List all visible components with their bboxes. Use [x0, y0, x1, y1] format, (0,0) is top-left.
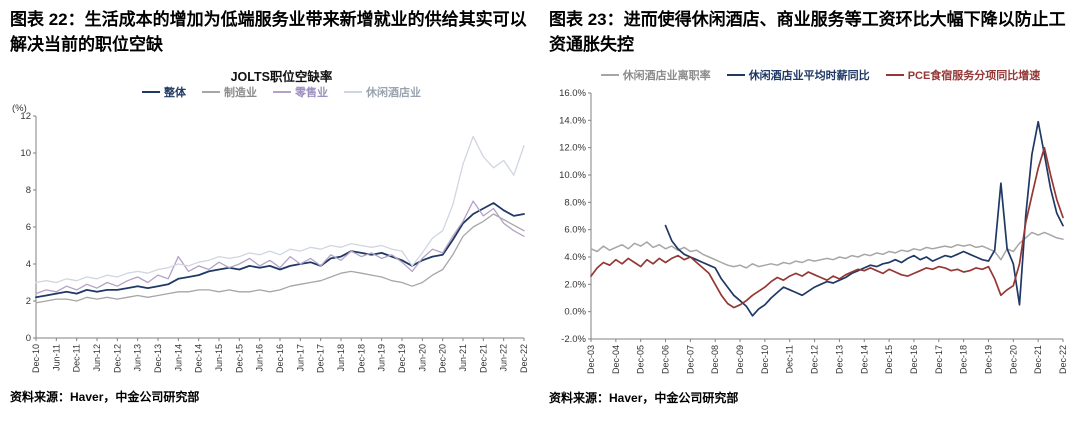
svg-text:Jun-18: Jun-18: [336, 344, 346, 372]
svg-text:Jun-19: Jun-19: [377, 344, 387, 372]
svg-text:Dec-14: Dec-14: [194, 344, 204, 373]
legend-line-swatch: [273, 90, 291, 93]
svg-text:-2.0%: -2.0%: [561, 334, 586, 345]
figure-23: 图表 23：进而使得休闲酒店、商业服务等工资环比大幅下降以防止工资通胀失控 休闲…: [549, 8, 1070, 406]
legend-line-swatch: [344, 90, 362, 93]
svg-text:Dec-07: Dec-07: [685, 345, 695, 374]
wage-chart-legend: 休闲酒店业离职率 休闲酒店业平均时薪同比 PCE食宿服务分项同比增速: [549, 66, 1070, 83]
svg-text:Jun-20: Jun-20: [417, 344, 427, 372]
report-figures-row: 图表 22：生活成本的增加为低端服务业带来新增就业的供给其实可以解决当前的职位空…: [10, 8, 1070, 406]
svg-text:Dec-05: Dec-05: [636, 345, 646, 374]
legend-item: 休闲酒店业离职率: [600, 67, 711, 83]
svg-text:Jun-12: Jun-12: [92, 344, 102, 372]
svg-text:Jun-21: Jun-21: [458, 344, 468, 372]
svg-text:Jun-14: Jun-14: [173, 344, 183, 372]
svg-text:16.0%: 16.0%: [559, 88, 586, 99]
legend-label: 零售业: [295, 86, 328, 99]
legend-line-swatch: [202, 90, 220, 93]
svg-text:Dec-18: Dec-18: [959, 345, 969, 374]
svg-text:Jun-22: Jun-22: [499, 344, 509, 372]
svg-text:2.0%: 2.0%: [564, 279, 586, 290]
svg-text:Dec-10: Dec-10: [31, 344, 41, 373]
legend-line-swatch: [600, 73, 619, 76]
svg-text:Dec-04: Dec-04: [611, 345, 621, 374]
svg-text:Dec-15: Dec-15: [884, 345, 894, 374]
legend-item: PCE食宿服务分项同比增速: [885, 67, 1041, 83]
jolts-line-chart: 0 2 4 6 8 10 12 Dec-10 Jun-11 Dec-11 Jun-12 Dec-12 J…: [12, 103, 529, 373]
legend-item: 整体: [142, 84, 186, 100]
svg-text:Dec-18: Dec-18: [356, 344, 366, 373]
svg-text:4.0%: 4.0%: [564, 252, 586, 263]
svg-text:6: 6: [26, 222, 31, 233]
jolts-chart-legend: 整体 制造业 零售业 休闲酒店业: [10, 83, 531, 100]
svg-text:10.0%: 10.0%: [559, 170, 586, 181]
svg-text:Dec-03: Dec-03: [586, 345, 596, 374]
svg-text:Dec-11: Dec-11: [785, 345, 795, 373]
svg-text:Dec-19: Dec-19: [397, 344, 407, 373]
svg-text:Jun-15: Jun-15: [214, 344, 224, 372]
svg-text:Dec-08: Dec-08: [710, 345, 720, 374]
svg-text:Dec-09: Dec-09: [735, 345, 745, 374]
svg-text:4: 4: [26, 259, 31, 270]
figure-22: 图表 22：生活成本的增加为低端服务业带来新增就业的供给其实可以解决当前的职位空…: [10, 8, 531, 406]
legend-line-swatch: [726, 73, 745, 76]
svg-text:Dec-21: Dec-21: [478, 344, 488, 373]
svg-text:Dec-10: Dec-10: [760, 345, 770, 374]
svg-text:8.0%: 8.0%: [564, 197, 586, 208]
svg-text:0.0%: 0.0%: [564, 307, 586, 318]
svg-text:10: 10: [20, 148, 31, 159]
svg-text:Dec-21: Dec-21: [1033, 345, 1043, 374]
svg-text:Dec-22: Dec-22: [519, 344, 529, 373]
svg-text:12: 12: [20, 111, 31, 122]
svg-text:Jun-13: Jun-13: [133, 344, 143, 372]
jolts-chart-title: JOLTS职位空缺率: [230, 70, 333, 84]
svg-text:Dec-12: Dec-12: [112, 344, 122, 373]
legend-label: 制造业: [224, 86, 257, 99]
legend-label: 休闲酒店业: [366, 86, 421, 99]
svg-text:Jun-11: Jun-11: [51, 344, 61, 371]
figure-23-source: 资料来源：Haver，中金公司研究部: [549, 391, 739, 405]
svg-text:Dec-22: Dec-22: [1058, 345, 1068, 374]
svg-text:Jun-17: Jun-17: [295, 344, 305, 372]
figure-23-heading: 图表 23：进而使得休闲酒店、商业服务等工资环比大幅下降以防止工资通胀失控: [549, 10, 1066, 54]
legend-line-swatch: [885, 73, 904, 76]
svg-text:8: 8: [26, 185, 31, 196]
svg-text:Dec-15: Dec-15: [234, 344, 244, 373]
legend-label: 整体: [164, 86, 186, 99]
figure-22-source: 资料来源：Haver，中金公司研究部: [10, 390, 200, 404]
legend-item: 制造业: [202, 84, 257, 100]
svg-text:Dec-12: Dec-12: [810, 345, 820, 374]
legend-label: 休闲酒店业平均时薪同比: [748, 69, 870, 82]
svg-text:Dec-13: Dec-13: [153, 344, 163, 373]
legend-label: 休闲酒店业离职率: [622, 69, 711, 82]
svg-text:Dec-14: Dec-14: [859, 345, 869, 374]
svg-text:2: 2: [26, 296, 31, 307]
svg-text:Dec-06: Dec-06: [661, 345, 671, 374]
svg-text:Jun-16: Jun-16: [255, 344, 265, 372]
svg-text:Dec-11: Dec-11: [72, 344, 82, 372]
svg-text:Dec-16: Dec-16: [275, 344, 285, 373]
svg-text:Dec-16: Dec-16: [909, 345, 919, 374]
figure-22-heading: 图表 22：生活成本的增加为低端服务业带来新增就业的供给其实可以解决当前的职位空…: [10, 10, 527, 54]
legend-item: 零售业: [273, 84, 328, 100]
svg-text:6.0%: 6.0%: [564, 225, 586, 236]
legend-label: PCE食宿服务分项同比增速: [907, 69, 1041, 82]
svg-text:Dec-17: Dec-17: [316, 344, 326, 373]
svg-text:Dec-20: Dec-20: [1008, 345, 1018, 374]
legend-item: 休闲酒店业平均时薪同比: [726, 67, 870, 83]
legend-item: 休闲酒店业: [344, 84, 421, 100]
svg-text:Dec-17: Dec-17: [934, 345, 944, 374]
svg-text:Dec-13: Dec-13: [834, 345, 844, 374]
svg-text:0: 0: [26, 333, 31, 344]
wage-line-chart: -2.0% 0.0% 2.0% 4.0% 6.0% 8.0% 10.0% 12.0% 14.0%…: [559, 88, 1068, 374]
svg-text:14.0%: 14.0%: [559, 115, 586, 126]
legend-line-swatch: [142, 90, 160, 93]
svg-text:Dec-19: Dec-19: [983, 345, 993, 374]
svg-text:(%): (%): [12, 103, 27, 114]
svg-text:Dec-20: Dec-20: [438, 344, 448, 373]
svg-text:12.0%: 12.0%: [559, 143, 586, 154]
